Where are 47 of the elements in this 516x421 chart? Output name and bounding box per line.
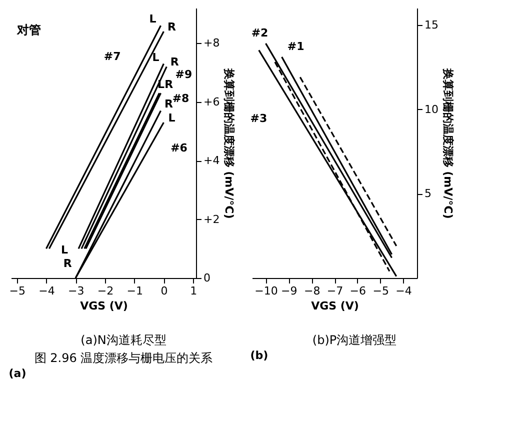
y-tick-label: +4 bbox=[204, 154, 220, 168]
annotation: R bbox=[167, 20, 176, 34]
x-axis-title: VGS (V) bbox=[80, 300, 128, 312]
x-tick-label: −4 bbox=[396, 284, 412, 298]
annotation: R bbox=[164, 98, 174, 111]
x-axis-title: VGS (V) bbox=[311, 300, 359, 312]
caption: 图 2.96 温度漂移与栅电压的关系 bbox=[34, 351, 213, 365]
x-tick-label: −4 bbox=[38, 284, 55, 298]
annotation: R bbox=[63, 257, 72, 270]
annotation: #6 bbox=[170, 141, 188, 154]
x-tick-label: −3 bbox=[68, 284, 84, 298]
y-tick-label: 0 bbox=[204, 272, 210, 284]
annotation: #1 bbox=[287, 40, 304, 53]
x-tick-label: −5 bbox=[9, 284, 26, 298]
text: 对管 bbox=[16, 23, 41, 37]
y-tick-label: 10 bbox=[424, 102, 438, 116]
annotation: R bbox=[170, 56, 180, 69]
x-tick-label: −9 bbox=[281, 284, 298, 298]
x-tick-label: −5 bbox=[372, 284, 389, 298]
annotation: #8 bbox=[172, 92, 190, 106]
annotation: #7 bbox=[104, 50, 121, 63]
text: (a) bbox=[8, 367, 26, 380]
annotation: L bbox=[61, 244, 68, 257]
x-tick-label: −2 bbox=[97, 284, 114, 298]
x-tick-label: −7 bbox=[326, 284, 344, 298]
annotation: L bbox=[152, 50, 160, 64]
x-tick-label: −8 bbox=[304, 284, 320, 298]
y-tick-label: +2 bbox=[204, 212, 220, 226]
y-tick-label: +8 bbox=[204, 36, 220, 50]
text: (a)N沟道耗尽型 bbox=[80, 333, 166, 347]
text: (b)P沟道增强型 bbox=[312, 333, 397, 347]
y-axis-title: 换算到栅的温度漂移 (mV/°C) bbox=[441, 67, 454, 219]
annotation: L bbox=[149, 12, 156, 26]
x-tick-label: −1 bbox=[126, 284, 143, 298]
x-tick-label: 0 bbox=[160, 284, 168, 298]
y-axis-title: 换算到栅的温度漂移 (mV/°C) bbox=[222, 67, 236, 219]
text: (b) bbox=[250, 349, 268, 362]
annotation: #3 bbox=[250, 112, 268, 126]
x-tick-label: 1 bbox=[190, 284, 198, 298]
y-tick-label: 5 bbox=[424, 187, 432, 200]
annotation: #2 bbox=[251, 26, 268, 40]
annotation: L bbox=[168, 111, 176, 124]
y-tick-label: 15 bbox=[424, 18, 438, 32]
x-tick-label: −6 bbox=[350, 284, 366, 298]
annotation: #9 bbox=[175, 68, 192, 81]
x-tick-label: −10 bbox=[254, 284, 278, 298]
y-tick-label: +6 bbox=[204, 95, 220, 108]
